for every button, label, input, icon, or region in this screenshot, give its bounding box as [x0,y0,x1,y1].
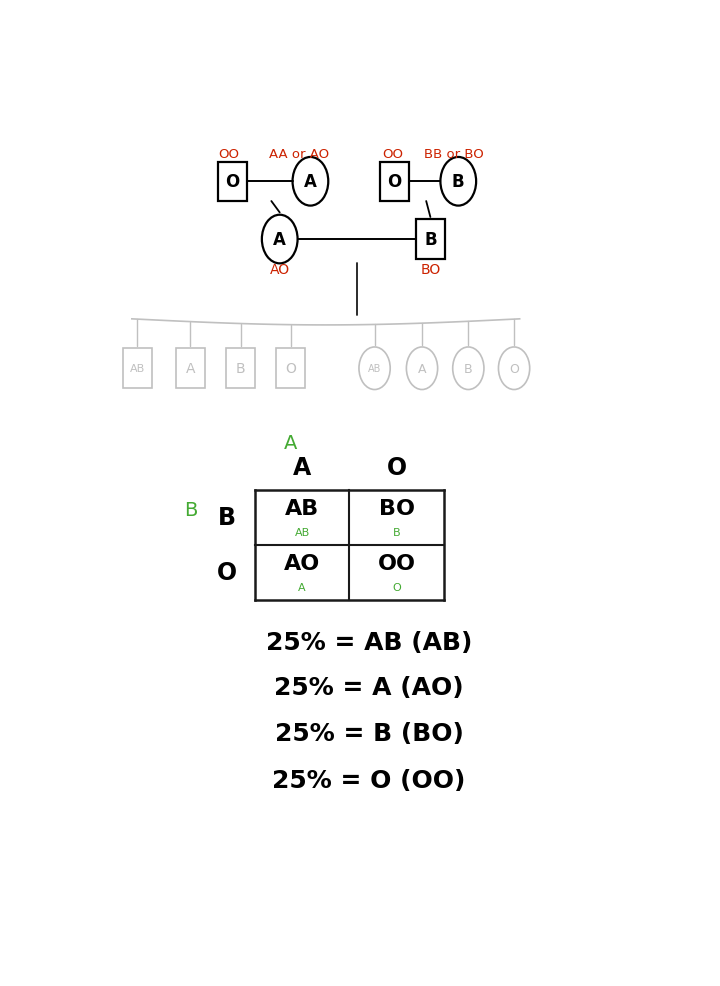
Text: AO: AO [270,263,289,277]
Bar [276,349,305,388]
Text: O: O [387,456,407,479]
Text: O: O [387,174,401,191]
Text: AB: AB [368,364,382,374]
Text: AB: AB [130,364,145,374]
Bar [226,349,255,388]
Text: B: B [236,362,246,376]
Text: A: A [284,434,297,453]
Text: O: O [285,362,297,376]
Text: O: O [217,561,237,585]
Bar [176,349,205,388]
Text: AA or AO: AA or AO [269,148,329,161]
Text: 25% = A (AO): 25% = A (AO) [274,675,464,700]
Text: A: A [274,231,286,248]
Bar [123,349,152,388]
Text: AO: AO [284,553,320,574]
Text: OO: OO [218,148,239,161]
Bar [217,163,247,202]
Text: A: A [293,456,311,479]
Bar [416,220,445,259]
Text: A: A [186,362,195,376]
Text: 25% = AB (AB): 25% = AB (AB) [266,630,472,654]
Text: AB: AB [294,528,310,537]
Text: AB: AB [285,499,319,519]
Text: O: O [392,583,401,593]
Text: B: B [393,528,401,537]
Text: B: B [184,501,197,520]
Text: 25% = B (BO): 25% = B (BO) [274,722,464,745]
Text: B: B [464,363,472,376]
Bar [379,163,409,202]
Text: B: B [217,506,235,529]
Text: BO: BO [420,263,441,277]
Text: BB or BO: BB or BO [424,148,484,161]
Text: OO: OO [378,553,416,574]
Text: OO: OO [382,148,403,161]
Text: O: O [509,363,519,376]
Text: A: A [298,583,306,593]
Text: 25% = O (OO): 25% = O (OO) [272,768,466,793]
Text: A: A [304,174,317,191]
Text: BO: BO [379,499,415,519]
Text: B: B [424,231,437,248]
Text: B: B [452,174,464,191]
Text: O: O [225,174,240,191]
Text: A: A [418,363,426,376]
